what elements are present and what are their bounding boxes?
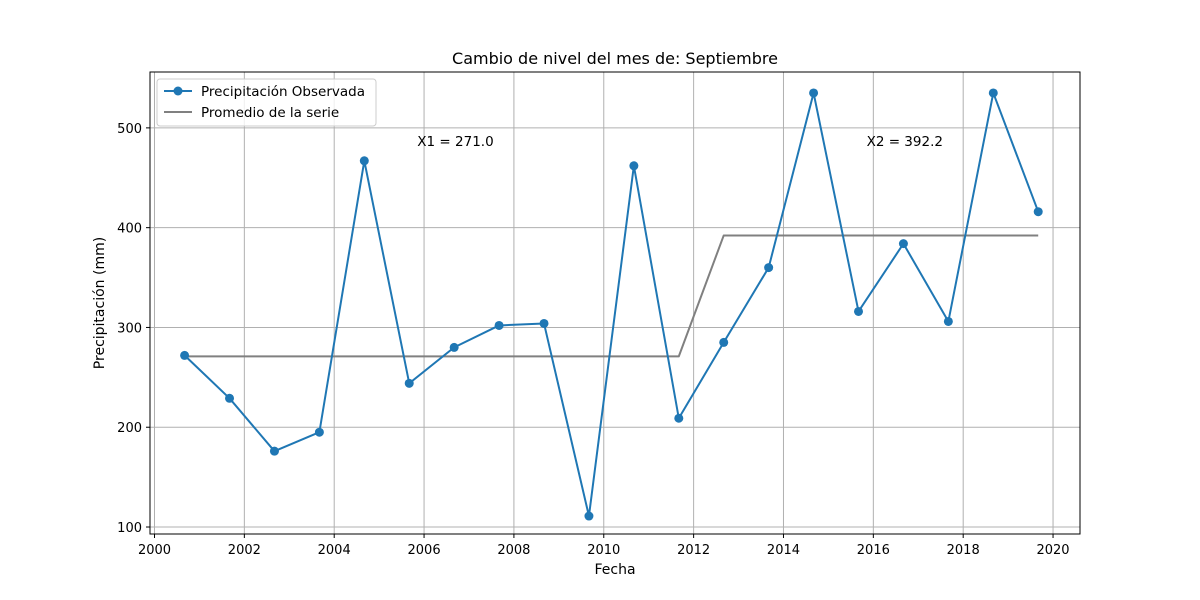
observed-data-point [809,88,819,98]
y-tick-label: 200 [117,421,142,436]
y-tick-label: 500 [117,122,142,137]
mean-annotation: X1 = 271.0 [417,134,493,150]
x-tick-label: 2004 [318,543,351,558]
observed-data-point [225,393,235,403]
chart-title: Cambio de nivel del mes de: Septiembre [452,49,778,68]
observed-data-point [854,306,864,316]
x-tick-label: 2020 [1036,543,1069,558]
observed-data-point [494,320,504,330]
observed-data-point [719,337,729,347]
observed-data-point [943,316,953,326]
observed-data-point [584,511,594,521]
observed-data-point [764,263,774,273]
mean-series-line [184,234,1039,358]
x-tick-label: 2012 [677,543,710,558]
axis-ticks: 2000 2002 2004 2006 2008 2010 2012 2014 2016 2018… [117,122,1069,558]
observed-data-point [359,156,369,166]
legend-marker-observed [173,86,183,96]
mean-annotation: X2 = 392.2 [867,134,943,150]
x-tick-label: 2014 [767,543,800,558]
observed-data-point [674,413,684,423]
y-tick-label: 400 [117,222,142,237]
observed-data-point [449,342,459,352]
observed-data-point [269,446,279,456]
plot-frame [149,71,1081,535]
y-axis-title: Precipitación (mm) [92,237,108,369]
observed-series-line [183,91,1040,518]
x-tick-label: 2002 [228,543,261,558]
y-tick-label: 100 [117,521,142,536]
y-tick-label: 300 [117,321,142,336]
legend-box [156,78,377,127]
x-tick-label: 2006 [408,543,441,558]
observed-data-point [629,161,639,171]
legend: Precipitación Observada Promedio de la s… [156,78,377,127]
observed-data-point [988,88,998,98]
observed-data-point [539,318,549,328]
x-tick-label: 2000 [138,543,171,558]
x-tick-label: 2008 [497,543,530,558]
observed-data-point [314,427,324,437]
x-axis-title: Fecha [594,562,635,578]
observed-data-point [180,350,190,360]
observed-data-point [1033,207,1043,217]
x-tick-label: 2010 [587,543,620,558]
series-layer [180,88,1043,521]
annotations: X1 = 271.0 X2 = 392.2 [417,134,943,150]
x-tick-label: 2018 [947,543,980,558]
observed-data-point [404,378,414,388]
legend-label-mean: Promedio de la serie [201,105,339,121]
observed-data-point [898,239,908,249]
x-tick-label: 2016 [857,543,890,558]
legend-label-observed: Precipitación Observada [201,84,365,100]
grid [150,72,1080,534]
